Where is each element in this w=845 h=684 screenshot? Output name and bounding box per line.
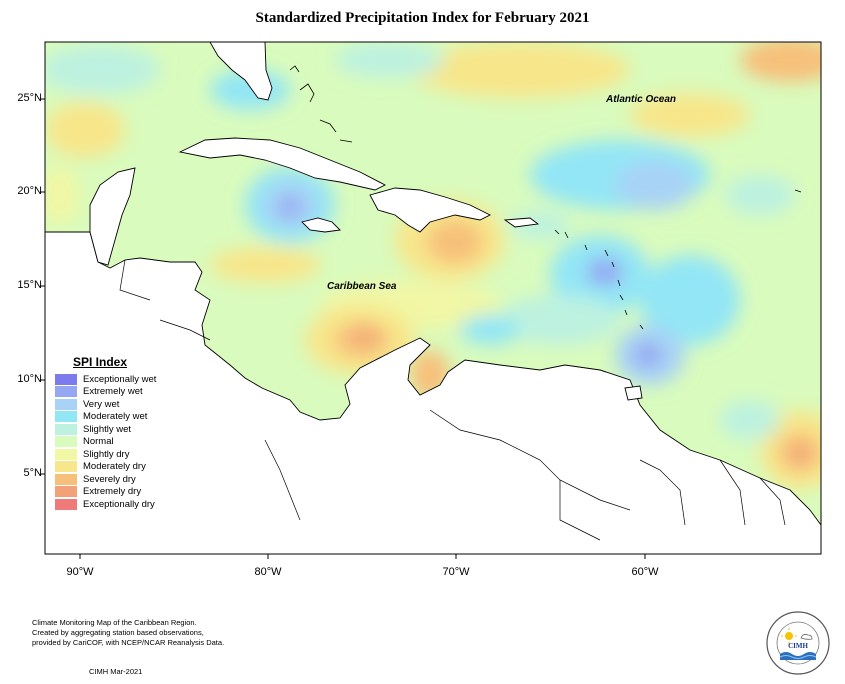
legend-item: Very wet [55, 398, 175, 411]
legend-item: Extremely dry [55, 486, 175, 499]
legend-swatch [55, 473, 77, 485]
lon-label-70: 70°W [442, 566, 470, 578]
legend-swatch [55, 498, 77, 510]
legend-label: Extremely wet [83, 386, 143, 398]
legend-item: Moderately wet [55, 411, 175, 424]
lat-label-20: 20°N [17, 185, 42, 197]
legend-item: Slightly wet [55, 423, 175, 436]
legend-item: Severely dry [55, 473, 175, 486]
lat-label-10: 10°N [17, 373, 42, 385]
legend-label: Moderately wet [83, 411, 148, 423]
legend-swatch [55, 386, 77, 398]
footer-line-3: provided by CariCOF, with NCEP/NCAR Rean… [32, 638, 225, 647]
legend-title: SPI Index [73, 355, 128, 369]
legend-item: Exceptionally dry [55, 498, 175, 511]
cloud-icon [800, 634, 813, 640]
caribbean-sea-label: Caribbean Sea [327, 281, 397, 292]
legend-label: Exceptionally dry [83, 498, 155, 510]
lon-label-60: 60°W [631, 566, 659, 578]
footer-date: CIMH Mar-2021 [89, 667, 143, 676]
atlantic-ocean-label: Atlantic Ocean [606, 94, 677, 105]
borders [119, 259, 786, 541]
islands [289, 65, 802, 373]
lat-label-15: 15°N [17, 279, 42, 291]
legend-label: Very wet [83, 398, 120, 410]
cimh-logo: CIMH [766, 611, 830, 675]
lat-label-5: 5°N [23, 467, 42, 479]
footer-line-1: Climate Monitoring Map of the Caribbean … [32, 618, 197, 627]
lat-label-25: 25°N [17, 92, 42, 104]
land [45, 42, 821, 554]
water-icon [780, 652, 816, 660]
sun-icon [785, 632, 793, 640]
legend-label: Severely dry [83, 473, 136, 485]
legend-label: Slightly wet [83, 423, 132, 435]
lon-label-90: 90°W [66, 566, 94, 578]
legend-swatch [55, 486, 77, 498]
legend-label: Normal [83, 436, 114, 448]
svg-text:CIMH: CIMH [788, 642, 808, 650]
legend-item: Normal [55, 436, 175, 449]
legend-swatch [55, 436, 77, 448]
legend-label: Slightly dry [83, 448, 130, 460]
legend: SPI Index Exceptionally wet Extremely wet… [55, 355, 175, 511]
footer-credits: Climate Monitoring Map of the Caribbean … [32, 618, 224, 648]
legend-item: Slightly dry [55, 448, 175, 461]
lon-label-80: 80°W [254, 566, 282, 578]
legend-item: Exceptionally wet [55, 373, 175, 386]
legend-item: Moderately dry [55, 461, 175, 474]
legend-swatch [55, 373, 77, 385]
legend-swatch [55, 398, 77, 410]
legend-label: Moderately dry [83, 461, 146, 473]
legend-swatch [55, 411, 77, 423]
legend-rows: Exceptionally wet Extremely wet Very wet Mo… [55, 373, 175, 511]
footer-line-2: Created by aggregating station based obs… [32, 628, 204, 637]
map-frame [44, 41, 822, 555]
legend-swatch [55, 461, 77, 473]
legend-swatch [55, 423, 77, 435]
legend-label: Extremely dry [83, 486, 142, 498]
legend-swatch [55, 448, 77, 460]
legend-label: Exceptionally wet [83, 373, 157, 385]
map-title: Standardized Precipitation Index for Feb… [255, 10, 590, 26]
legend-item: Extremely wet [55, 386, 175, 399]
axis-ticks [40, 98, 646, 559]
